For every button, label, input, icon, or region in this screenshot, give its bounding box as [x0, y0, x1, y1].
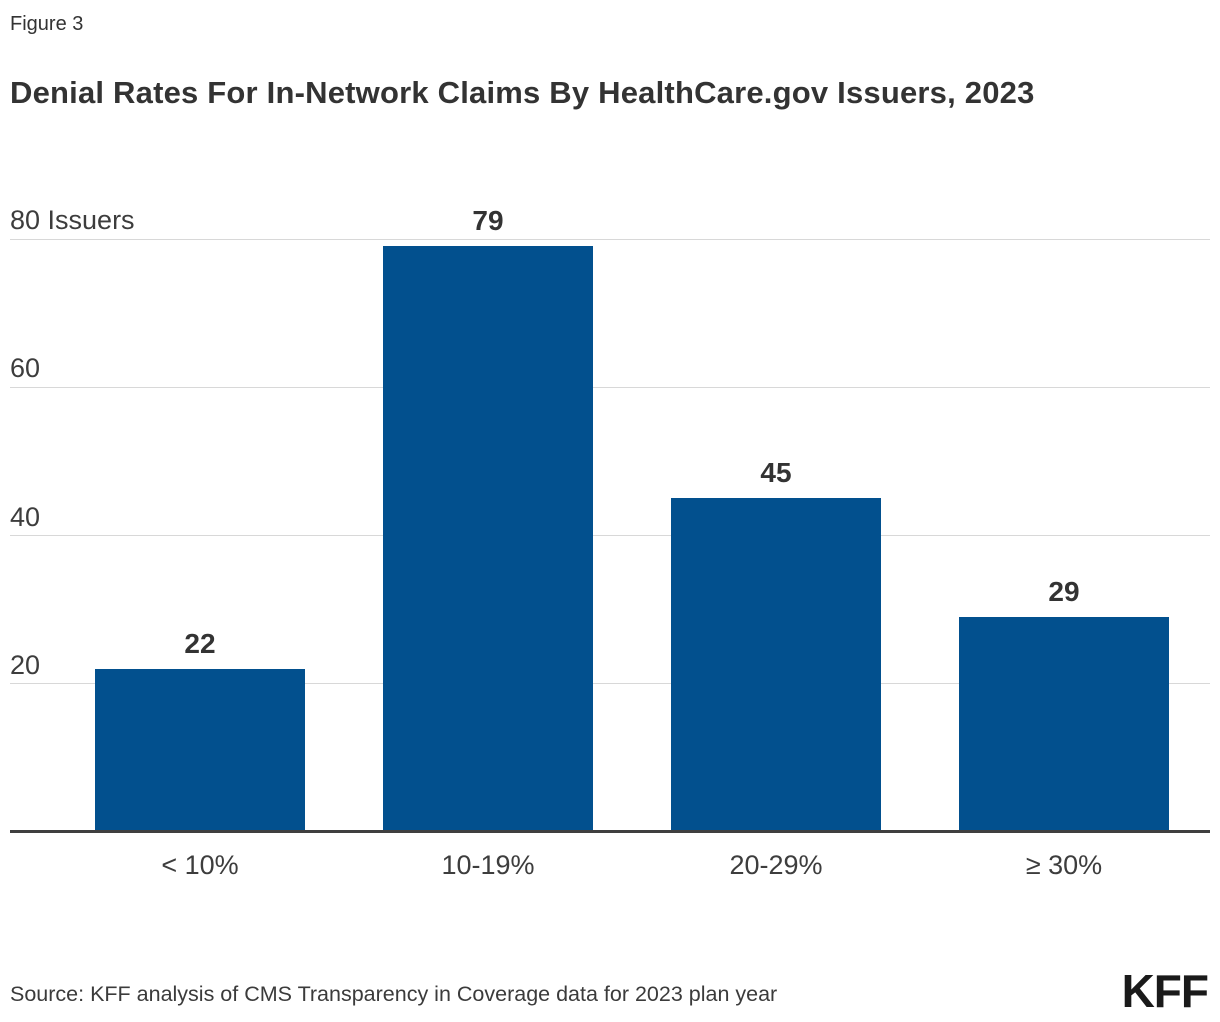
gridline — [10, 238, 1210, 240]
bar-value-label: 29 — [1048, 576, 1080, 608]
bar-value-label: 45 — [760, 457, 792, 489]
x-tick-label: 20-29% — [729, 850, 823, 880]
x-tick-label: < 10% — [161, 850, 239, 880]
y-tick-label: 20 — [10, 649, 41, 680]
bar — [671, 498, 881, 832]
bar-value-label: 79 — [472, 205, 504, 237]
y-tick-label: 40 — [10, 501, 41, 532]
gridline — [10, 535, 1210, 536]
figure-label: Figure 3 — [10, 13, 84, 35]
x-axis-line — [10, 830, 1210, 833]
kff-logo: KFF — [1121, 965, 1209, 1017]
bar — [959, 617, 1169, 832]
x-tick-label: ≥ 30% — [1025, 850, 1103, 880]
y-tick-label: 60 — [10, 353, 41, 384]
gridline — [10, 386, 1210, 388]
source-note: Source: KFF analysis of CMS Transparency… — [10, 982, 778, 1006]
bar-value-label: 22 — [184, 627, 216, 659]
chart-title: Denial Rates For In-Network Claims By He… — [10, 75, 1035, 110]
gridline — [10, 683, 1210, 685]
bar — [95, 668, 305, 832]
bar — [383, 246, 593, 832]
x-tick-label: 10-19% — [441, 850, 535, 880]
y-tick-label: 80 Issuers — [10, 205, 135, 235]
